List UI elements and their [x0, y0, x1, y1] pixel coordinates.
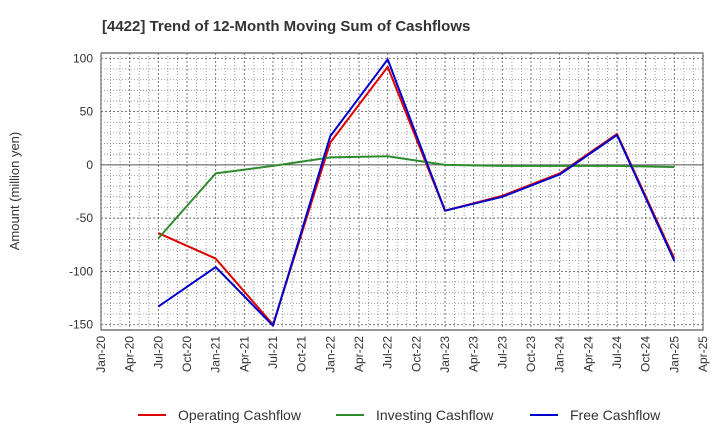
x-tick-label: Apr-22 [352, 336, 366, 372]
x-tick-label: Jul-20 [151, 336, 165, 369]
x-tick-label: Apr-25 [696, 336, 710, 372]
plot-frame [100, 52, 704, 331]
x-tick-label: Apr-20 [123, 336, 137, 372]
y-tick-label: -50 [76, 211, 94, 225]
y-tick-label: 0 [86, 158, 93, 172]
x-tick-label: Oct-23 [524, 336, 538, 372]
legend-label: Free Cashflow [570, 407, 661, 423]
x-tick-label: Jul-24 [610, 336, 624, 369]
y-tick-label: -100 [69, 264, 93, 278]
y-tick-label: 50 [80, 105, 94, 119]
x-tick-label: Apr-24 [581, 336, 595, 372]
x-tick-label: Oct-20 [180, 336, 194, 372]
x-tick-label: Jan-25 [667, 336, 681, 373]
x-tick-label: Oct-22 [409, 336, 423, 372]
x-tick-label: Jul-23 [495, 336, 509, 369]
x-tick-label: Jan-24 [553, 336, 567, 373]
series-line-investing-cashflow [157, 155, 675, 240]
x-tick-label: Apr-23 [467, 336, 481, 372]
chart-title: [4422] Trend of 12-Month Moving Sum of C… [102, 18, 470, 35]
legend: Operating Cashflow Investing Cashflow Free… [138, 407, 661, 423]
legend-label: Operating Cashflow [178, 407, 302, 423]
x-tick-label: Oct-21 [295, 336, 309, 372]
y-tick-label: 100 [73, 51, 93, 65]
x-tick-label: Jan-21 [209, 336, 223, 373]
x-tick-label: Jul-22 [381, 336, 395, 369]
plot-area [157, 58, 676, 327]
x-tick-label: Jul-21 [266, 336, 280, 369]
x-tick-label: Oct-24 [639, 336, 653, 372]
series-line-free-cashflow [157, 58, 676, 327]
y-tick-label: -150 [69, 318, 93, 332]
x-tick-label: Jan-20 [94, 336, 108, 373]
x-tick-label: Jan-22 [323, 336, 337, 373]
x-tick-label: Apr-21 [237, 336, 251, 372]
legend-label: Investing Cashflow [376, 407, 494, 423]
x-tick-label: Jan-23 [438, 336, 452, 373]
y-axis-label: Amount (million yen) [7, 132, 22, 251]
